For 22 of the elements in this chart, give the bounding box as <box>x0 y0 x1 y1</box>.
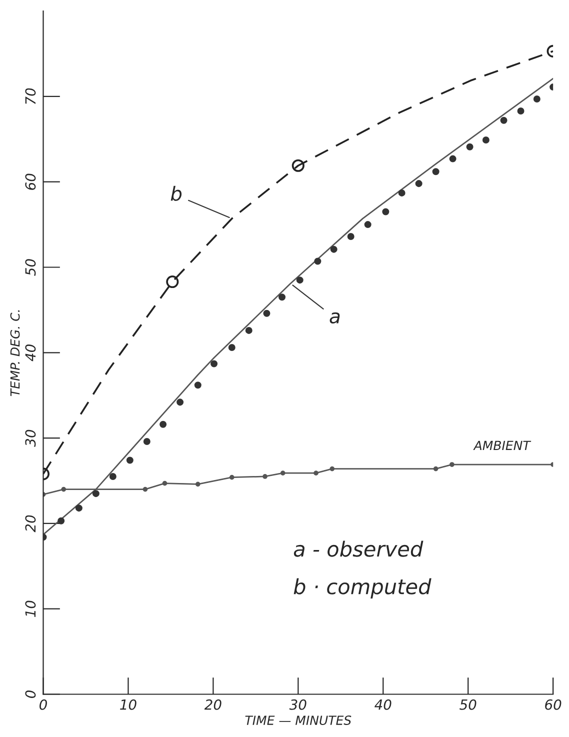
x-tick-label: 60 <box>545 699 562 710</box>
y-axis-title: TEMP. DEG. C. <box>10 310 20 396</box>
y-tick-label: 30 <box>25 430 36 447</box>
x-tick-label: 50 <box>460 699 476 710</box>
x-tick-label: 10 <box>120 699 136 710</box>
y-tick-label: 0 <box>25 690 36 698</box>
y-tick-label: 60 <box>25 174 36 190</box>
x-tick-label: 0 <box>40 699 47 710</box>
y-tick-label: 10 <box>25 600 36 618</box>
annotation: b · computed <box>294 578 432 598</box>
x-tick-label: 30 <box>289 699 306 710</box>
y-tick-label: 40 <box>25 344 36 362</box>
annotation: b <box>170 186 182 201</box>
x-tick-label: 20 <box>204 699 222 710</box>
y-tick-label: 70 <box>25 88 36 104</box>
x-tick-label: 40 <box>374 699 392 710</box>
annotation: a - observed <box>294 540 424 557</box>
annotation: a <box>330 312 340 324</box>
annotation: AMBIENT <box>473 440 532 450</box>
y-tick-label: 20 <box>25 515 36 532</box>
y-tick-label: 50 <box>25 259 36 276</box>
x-axis-title: TIME — MINUTES <box>245 716 352 726</box>
